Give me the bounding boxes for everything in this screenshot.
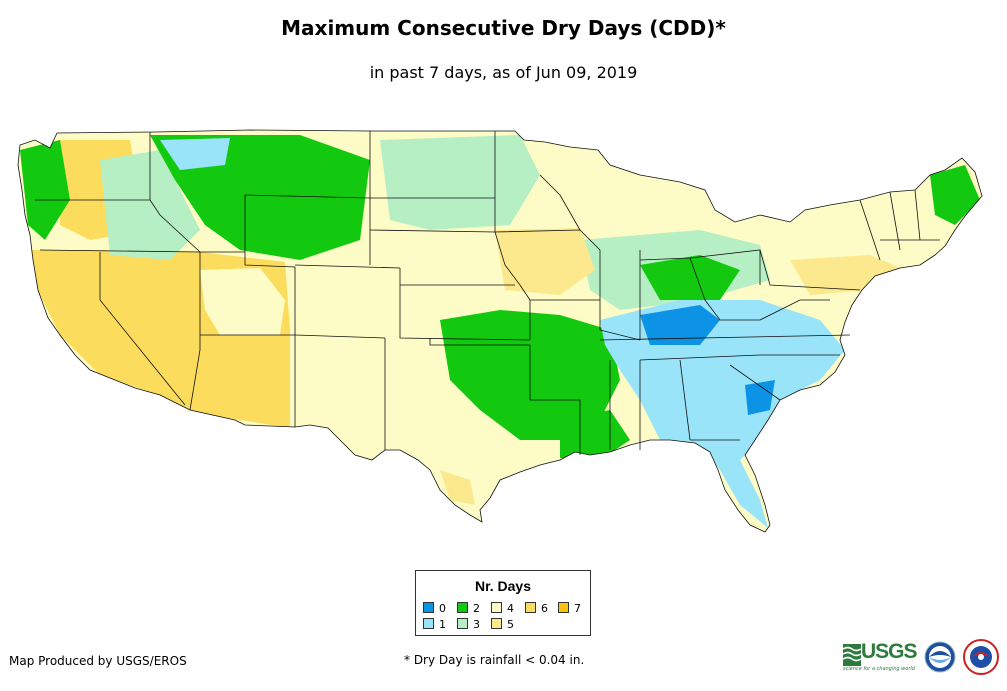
legend-label-3: 3 — [473, 618, 480, 631]
dry-day-note: * Dry Day is rainfall < 0.04 in. — [404, 653, 585, 667]
usgs-tagline: science for a changing world — [843, 666, 915, 672]
region-5days-texas — [440, 470, 475, 505]
legend-label-1: 1 — [439, 618, 446, 631]
legend-item-2: 2 — [457, 602, 480, 615]
region-3days-north — [380, 135, 540, 230]
map-credit: Map Produced by USGS/EROS — [9, 654, 187, 668]
usgs-wave-icon — [843, 644, 862, 666]
cdd-region-layer — [18, 135, 980, 528]
legend-item-3: 3 — [457, 618, 480, 631]
legend-item-5: 5 — [491, 618, 514, 631]
legend-label-7: 7 — [574, 602, 581, 615]
legend-label-0: 0 — [439, 602, 446, 615]
region-1day-montana — [160, 138, 230, 170]
usgs-wordmark: USGS — [861, 640, 918, 663]
legend-item-7: 7 — [558, 602, 581, 615]
legend-swatch-0 — [423, 602, 434, 613]
nws-logo-icon — [963, 639, 999, 675]
legend-swatch-2 — [457, 602, 468, 613]
legend-swatch-7 — [558, 602, 569, 613]
legend-swatch-1 — [423, 618, 434, 629]
map-subtitle: in past 7 days, as of Jun 09, 2019 — [369, 63, 638, 82]
usgs-logo: USGS science for a changing world — [843, 640, 919, 674]
region-5days-iowa — [495, 228, 595, 295]
legend-swatch-3 — [457, 618, 468, 629]
region-3days-idaho — [100, 150, 200, 260]
legend-swatch-6 — [525, 602, 536, 613]
region-2days-louisiana — [560, 410, 630, 460]
legend-label-5: 5 — [507, 618, 514, 631]
legend-swatch-4 — [491, 602, 502, 613]
region-4days-utah — [200, 268, 285, 335]
legend-label-2: 2 — [473, 602, 480, 615]
legend: Nr. Days 0 1 2 3 4 5 6 7 — [415, 570, 591, 636]
noaa-logo-icon — [924, 641, 956, 673]
region-2days-northwest — [20, 140, 70, 240]
legend-item-4: 4 — [491, 602, 514, 615]
region-2days-maine — [930, 165, 980, 225]
legend-item-6: 6 — [525, 602, 548, 615]
legend-item-1: 1 — [423, 618, 446, 631]
legend-label-4: 4 — [507, 602, 514, 615]
region-0days-kentucky — [640, 305, 720, 345]
legend-item-0: 0 — [423, 602, 446, 615]
region-0days-georgia — [745, 380, 775, 415]
region-2days-ohio — [640, 255, 740, 300]
region-1day-southeast — [600, 300, 845, 528]
state-boundaries — [17, 129, 983, 533]
legend-title: Nr. Days — [474, 578, 532, 594]
legend-swatch-5 — [491, 618, 502, 629]
map-title: Maximum Consecutive Dry Days (CDD)* — [281, 16, 726, 40]
legend-label-6: 6 — [541, 602, 548, 615]
